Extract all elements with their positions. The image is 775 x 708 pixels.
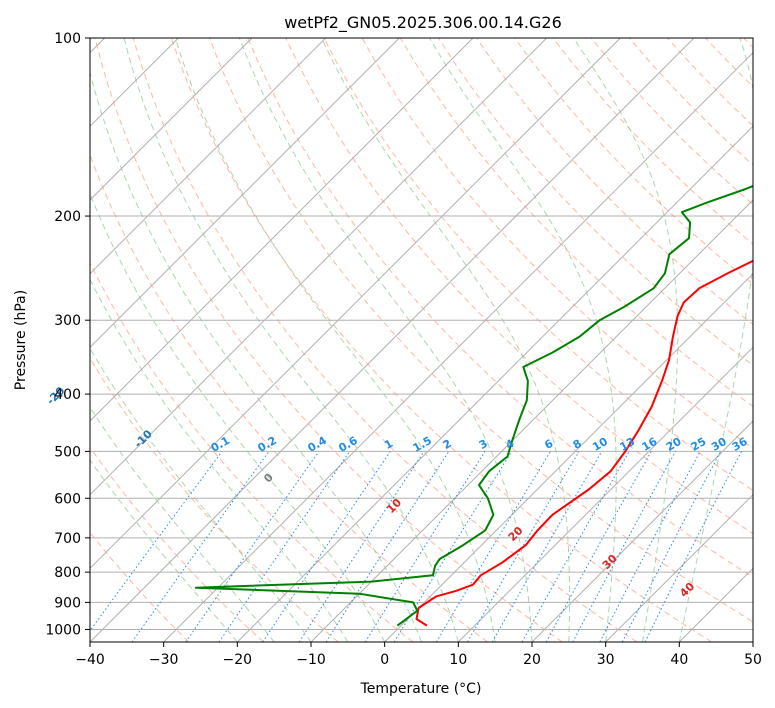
moist-adiabat-line [573,38,679,642]
isotherm-gridline [310,199,753,642]
dry-adiabat-line [514,38,753,285]
isotherm-gridline [605,493,753,642]
isotherm-gridline [752,641,753,642]
mixing-ratio-line [218,451,351,642]
y-tick-label: 400 [54,387,81,403]
x-tick-label: −10 [296,652,326,668]
moist-adiabat-line [90,459,238,642]
x-tick-label: −40 [75,652,105,668]
moist-adiabat-line [678,38,753,642]
dry-adiabat-line [285,38,753,535]
mixing-ratio-line [325,451,450,642]
dry-adiabat-line [476,38,753,326]
isotherm-gridline [90,38,327,275]
y-tick-label: 500 [54,444,81,460]
y-tick-label: 1000 [45,622,81,638]
moist-adiabat-label: 40 [677,580,697,600]
isotherm-gridline [236,125,753,642]
x-tick-label: 20 [523,652,541,668]
y-tick-label: 800 [54,565,81,581]
dry-adiabat-line [90,153,488,642]
moist-adiabat-line [90,278,349,642]
dry-adiabat-line [590,38,753,206]
dry-adiabat-line [323,38,753,492]
moist-adiabat-line [90,347,312,642]
moist-adiabat-line [321,38,571,642]
moist-adiabat-line [90,406,275,642]
mixing-ratio-line [262,451,391,642]
dry-adiabat-line [667,38,753,127]
plot-frame [89,37,754,643]
moist-adiabat-label: 10 [384,496,404,516]
dry-adiabat-line [552,38,753,245]
mixing-ratio-line [131,451,270,642]
dry-adiabat-line [90,357,339,642]
isotherm-gridline [90,38,474,422]
moist-adiabat-line [90,192,386,642]
dry-adiabat-line [743,38,753,49]
y-tick-label: 100 [54,31,81,47]
x-tick-label: 30 [597,652,615,668]
dry-adiabat-line [247,38,753,578]
dry-adiabat-line [90,261,414,642]
mixing-ratio-label: 4 [503,437,516,452]
x-tick-label: −20 [223,652,253,668]
isotherm-gridline [90,38,253,201]
mixing-ratio-line [435,451,552,642]
mixing-ratio-line [185,451,320,642]
isotherm-gridline [90,38,695,642]
y-tick-label: 300 [54,313,81,329]
mixing-ratio-line [644,451,742,642]
dry-adiabat-line [90,446,264,642]
isotherm-gridline [678,567,753,642]
y-tick-label: 900 [54,595,81,611]
isotherm-gridline [163,51,753,642]
dewpoint-profile-line [194,184,753,627]
dry-adiabat-line [94,38,563,642]
y-tick-label: 700 [54,531,81,547]
mixing-ratio-line [364,451,486,642]
isotherm-gridline [531,420,753,642]
mixing-ratio-line [545,451,652,642]
y-tick-label: 600 [54,491,81,507]
dry-adiabat-line [209,38,753,623]
x-axis-label: Temperature (°C) [360,681,482,697]
x-tick-label: 0 [380,652,389,668]
mixing-ratio-line [521,451,630,642]
y-tick-label: 200 [54,209,81,225]
mixing-ratio-line [298,451,425,642]
isotherm-gridline [90,38,548,496]
moist-adiabat-label: 0 [261,471,276,486]
dry-adiabat-label: -10 [132,427,155,450]
dry-adiabat-line [170,38,712,642]
isotherm-gridline [384,272,753,642]
moist-adiabat-line [238,38,533,642]
moist-adiabat-line [174,38,496,642]
mixing-ratio-line [599,451,701,642]
x-tick-label: 10 [449,652,467,668]
x-tick-label: −30 [149,652,179,668]
x-tick-label: 50 [744,652,762,668]
moist-adiabat-line [429,38,617,642]
mixing-ratio-line [572,451,676,642]
mixing-ratio-line [90,451,223,632]
mixing-ratio-label: 6 [542,437,555,452]
x-tick-label: 40 [670,652,688,668]
mixing-ratio-line [621,451,722,642]
isotherm-gridline [457,346,753,642]
dry-adiabat-line [132,38,638,642]
temperature-profile-line [415,259,753,627]
dry-adiabat-line [705,38,753,88]
dry-adiabat-line [437,38,753,366]
moist-adiabat-line [123,38,459,642]
moist-adiabat-label: 20 [506,524,526,544]
isotherm-gridline [90,38,621,570]
mixing-ratio-label: 2 [441,437,454,452]
y-axis-label: Pressure (hPa) [13,290,29,390]
chart-title: wetPf2_GN05.2025.306.00.14.G26 [284,13,562,33]
isotherm-gridline [90,38,400,349]
